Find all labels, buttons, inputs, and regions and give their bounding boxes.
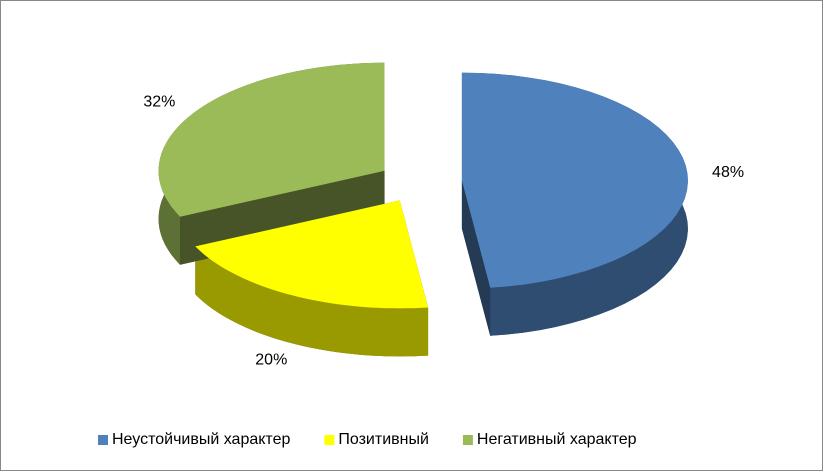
legend-swatch bbox=[98, 435, 108, 445]
slice bbox=[158, 62, 385, 217]
legend-label: Позитивный bbox=[338, 431, 429, 448]
legend-label: Неустойчивый характер bbox=[112, 431, 290, 448]
legend-swatch bbox=[324, 435, 335, 445]
legend-swatch bbox=[462, 435, 473, 445]
data-label: 48% bbox=[712, 164, 744, 181]
data-label: 32% bbox=[143, 94, 175, 111]
data-label: 20% bbox=[255, 351, 287, 368]
slice-wall bbox=[461, 180, 491, 336]
slice-side bbox=[195, 246, 429, 357]
legend-label: Негативный характер bbox=[477, 431, 637, 448]
slice bbox=[195, 200, 429, 309]
slice bbox=[461, 72, 688, 288]
